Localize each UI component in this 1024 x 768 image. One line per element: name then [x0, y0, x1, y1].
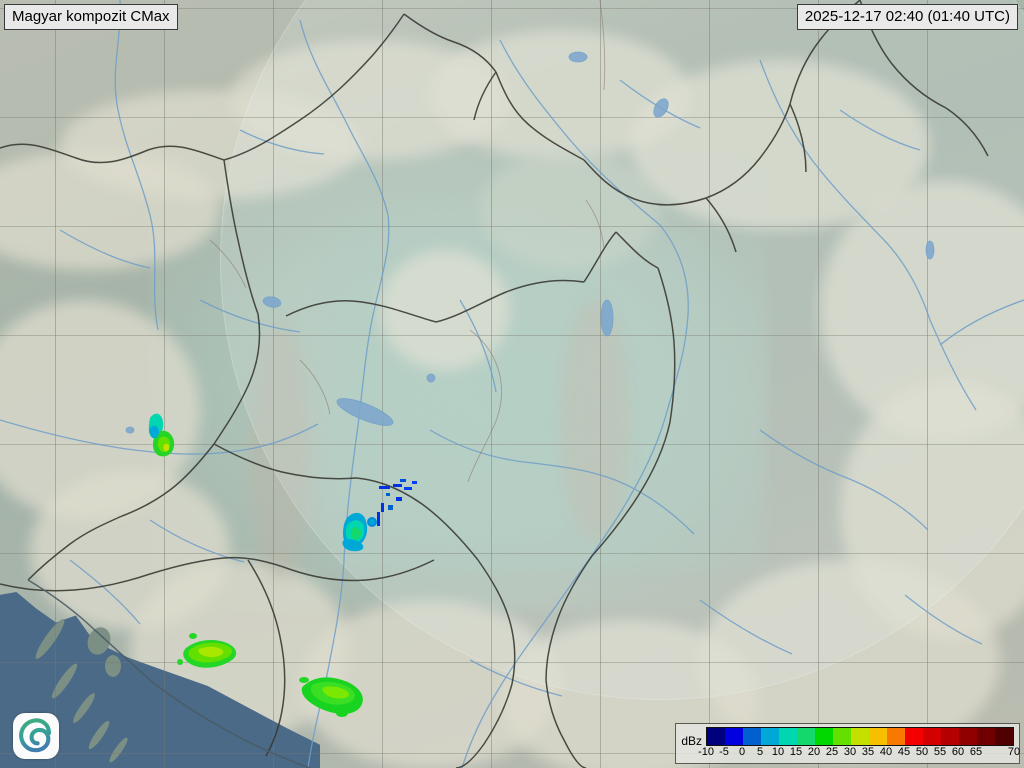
echo-west-alps [148, 413, 175, 457]
legend-tick: -5 [719, 746, 729, 758]
legend-swatch [797, 728, 815, 745]
legend-swatch [851, 728, 869, 745]
lake-neusiedl [262, 296, 282, 308]
legend-swatch [815, 728, 833, 745]
graticule-line-vertical [818, 0, 819, 768]
legend-tick: 5 [756, 746, 764, 758]
legend-swatches [706, 727, 1014, 746]
legend-tick: 40 [879, 746, 893, 758]
legend-swatch [977, 728, 995, 745]
legend-tick: 10 [771, 746, 785, 758]
lake-small [925, 240, 935, 260]
spiral-icon [19, 718, 52, 753]
legend-swatch [779, 728, 797, 745]
lake-reservoir [568, 51, 588, 63]
legend-tick: 55 [933, 746, 947, 758]
legend-swatch [707, 728, 725, 745]
spiral-swirl-logo[interactable] [13, 713, 59, 759]
legend-swatch [995, 728, 1013, 745]
island [105, 655, 121, 677]
legend-swatch [869, 728, 887, 745]
legend-unit-label: dBz [681, 734, 702, 748]
legend-tick-labels: -10 -5 0 5 10 15 20 25 30 35 40 45 50 55 60 65 70 [698, 746, 1020, 761]
legend-tick: 15 [789, 746, 803, 758]
graticule-line-vertical [164, 0, 165, 768]
legend-tick: 70 [1007, 746, 1021, 758]
graticule-line-horizontal [0, 226, 1024, 227]
graticule-line-horizontal [0, 444, 1024, 445]
lakes [125, 51, 935, 434]
dbz-color-scale-legend: dBz -10 -5 0 5 10 15 20 25 30 35 40 45 50 55 60 65 70 [675, 723, 1020, 764]
legend-swatch [923, 728, 941, 745]
legend-swatch [833, 728, 851, 745]
legend-swatch [743, 728, 761, 745]
legend-scale: -10 -5 0 5 10 15 20 25 30 35 40 45 50 55 60 65 70 [698, 727, 1020, 761]
graticule-line-vertical [600, 0, 601, 768]
regional-boundaries [209, 0, 606, 483]
legend-swatch [725, 728, 743, 745]
legend-tick: 25 [825, 746, 839, 758]
echo-south-east [299, 677, 363, 717]
legend-swatch [905, 728, 923, 745]
legend-tick: 35 [861, 746, 875, 758]
graticule-line-horizontal [0, 335, 1024, 336]
lake-small [125, 426, 135, 434]
graticule-line-vertical [273, 0, 274, 768]
legend-tick: 20 [807, 746, 821, 758]
legend-swatch [941, 728, 959, 745]
graticule-line-horizontal [0, 117, 1024, 118]
lake-reservoir [653, 98, 669, 118]
terrain-ridge [560, 300, 630, 540]
graticule-line-horizontal [0, 553, 1024, 554]
timestamp-label: 2025-12-17 02:40 (01:40 UTC) [796, 4, 1018, 30]
legend-tick: 50 [915, 746, 929, 758]
legend-swatch [959, 728, 977, 745]
legend-tick: 30 [843, 746, 857, 758]
terrain-ridge [250, 320, 310, 580]
graticule-line-horizontal [0, 753, 1024, 754]
terrain-ridge [480, 150, 660, 270]
echo-south-west [177, 633, 237, 668]
graticule-line-vertical [927, 0, 928, 768]
graticule-line-vertical [382, 0, 383, 768]
product-title-label: Magyar kompozit CMax [4, 4, 178, 30]
legend-tick: 65 [969, 746, 983, 758]
legend-swatch [761, 728, 779, 745]
legend-tick: 0 [738, 746, 746, 758]
graticule-line-vertical [491, 0, 492, 768]
legend-tick: -10 [698, 746, 714, 758]
lake-reservoir [600, 299, 614, 337]
legend-tick: 60 [951, 746, 965, 758]
graticule-line-vertical [55, 0, 56, 768]
echo-central-dashes [377, 479, 417, 526]
lake-small [426, 373, 436, 383]
echo-central-main [342, 512, 377, 552]
lake-balaton [336, 398, 394, 426]
terrain-ridge [380, 250, 510, 370]
graticule-line-horizontal [0, 662, 1024, 663]
legend-swatch [887, 728, 905, 745]
legend-tick: 45 [897, 746, 911, 758]
graticule-line-horizontal [0, 8, 1024, 9]
graticule-line-vertical [709, 0, 710, 768]
